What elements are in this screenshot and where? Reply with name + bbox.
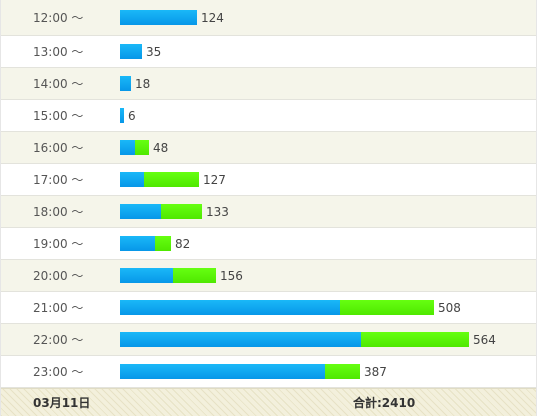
stacked-bar xyxy=(120,300,434,315)
table-row: 13:00 ～ 35 xyxy=(1,36,536,68)
time-label: 16:00 ～ xyxy=(33,141,84,155)
stacked-bar xyxy=(120,172,199,187)
bar-segment-blue xyxy=(120,140,135,155)
table-row: 20:00 ～ 156 xyxy=(1,260,536,292)
bar-value-label: 133 xyxy=(206,204,229,219)
bar-segment-green xyxy=(173,268,216,283)
bar-segment-green xyxy=(161,204,202,219)
footer-date: 03月11日 xyxy=(33,396,91,410)
stacked-bar xyxy=(120,10,197,25)
hourly-rows: 12:00 ～ 124 13:00 ～ 35 14:00 ～ 18 15:00 ～ 6 16:0… xyxy=(1,0,536,388)
bar-segment-green xyxy=(325,364,360,379)
time-label: 17:00 ～ xyxy=(33,173,84,187)
bar-value-label: 508 xyxy=(438,300,461,315)
bar-segment-green xyxy=(155,236,171,251)
stacked-bar xyxy=(120,140,149,155)
stacked-bar xyxy=(120,268,216,283)
bar-value-label: 127 xyxy=(203,172,226,187)
table-row: 23:00 ～ 387 xyxy=(1,356,536,388)
table-row: 19:00 ～ 82 xyxy=(1,228,536,260)
bar-area: 387 xyxy=(120,356,387,387)
time-label: 15:00 ～ xyxy=(33,109,84,123)
bar-value-label: 156 xyxy=(220,268,243,283)
bar-area: 6 xyxy=(120,100,136,131)
time-label: 20:00 ～ xyxy=(33,269,84,283)
bar-value-label: 35 xyxy=(146,44,162,59)
bar-segment-blue xyxy=(120,172,144,187)
bar-value-label: 18 xyxy=(135,76,151,91)
bar-area: 127 xyxy=(120,164,226,195)
time-label: 12:00 ～ xyxy=(33,11,84,25)
table-row: 22:00 ～ 564 xyxy=(1,324,536,356)
bar-area: 35 xyxy=(120,36,161,67)
stacked-bar xyxy=(120,236,171,251)
stacked-bar xyxy=(120,76,131,91)
stacked-bar xyxy=(120,332,469,347)
time-label: 13:00 ～ xyxy=(33,45,84,59)
bar-area: 82 xyxy=(120,228,190,259)
bar-segment-green xyxy=(135,140,149,155)
bar-value-label: 124 xyxy=(201,10,224,25)
time-label: 23:00 ～ xyxy=(33,365,84,379)
stacked-bar xyxy=(120,44,142,59)
bar-value-label: 82 xyxy=(175,236,191,251)
stacked-bar xyxy=(120,204,202,219)
bar-segment-blue xyxy=(120,204,161,219)
bar-area: 156 xyxy=(120,260,243,291)
table-row: 18:00 ～ 133 xyxy=(1,196,536,228)
bar-segment-blue xyxy=(120,268,173,283)
table-row: 21:00 ～ 508 xyxy=(1,292,536,324)
bar-segment-blue xyxy=(120,300,340,315)
bar-area: 48 xyxy=(120,132,168,163)
bar-area: 124 xyxy=(120,0,224,35)
bar-area: 18 xyxy=(120,68,150,99)
time-label: 19:00 ～ xyxy=(33,237,84,251)
table-row: 12:00 ～ 124 xyxy=(1,0,536,36)
time-label: 22:00 ～ xyxy=(33,333,84,347)
time-label: 14:00 ～ xyxy=(33,77,84,91)
bar-segment-blue xyxy=(120,236,155,251)
time-label: 21:00 ～ xyxy=(33,301,84,315)
bar-segment-blue xyxy=(120,364,325,379)
bar-value-label: 387 xyxy=(364,364,387,379)
bar-segment-blue xyxy=(120,332,361,347)
stacked-bar xyxy=(120,108,124,123)
table-row: 14:00 ～ 18 xyxy=(1,68,536,100)
time-label: 18:00 ～ xyxy=(33,205,84,219)
bar-segment-green xyxy=(361,332,469,347)
bar-area: 564 xyxy=(120,324,496,355)
summary-footer: 03月11日 合計:2410 xyxy=(1,388,536,416)
table-row: 15:00 ～ 6 xyxy=(1,100,536,132)
bar-segment-blue xyxy=(120,76,131,91)
bar-segment-green xyxy=(340,300,434,315)
footer-total: 合計:2410 xyxy=(353,396,416,410)
bar-value-label: 564 xyxy=(473,332,496,347)
bar-value-label: 6 xyxy=(128,108,136,123)
bar-segment-blue xyxy=(120,44,142,59)
bar-area: 133 xyxy=(120,196,229,227)
bar-area: 508 xyxy=(120,292,461,323)
table-row: 17:00 ～ 127 xyxy=(1,164,536,196)
stacked-bar xyxy=(120,364,360,379)
bar-value-label: 48 xyxy=(153,140,169,155)
bar-segment-blue xyxy=(120,108,124,123)
table-row: 16:00 ～ 48 xyxy=(1,132,536,164)
bar-segment-blue xyxy=(120,10,197,25)
bar-segment-green xyxy=(144,172,199,187)
